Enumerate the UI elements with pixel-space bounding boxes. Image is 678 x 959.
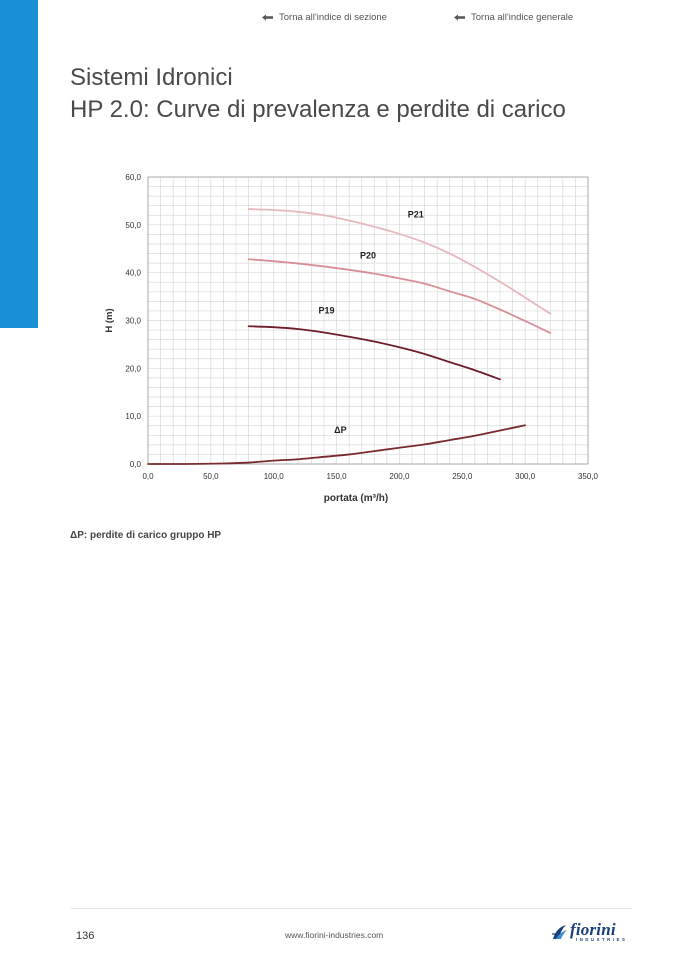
back-to-general-index-link[interactable]: Torna all'indice generale (454, 12, 573, 23)
x-tick-label: 150,0 (327, 472, 348, 481)
pump-curves-chart: 0,0 10,0 20,0 30,0 40,0 50,0 60,0 0,0 50,0 100,0 1… (95, 165, 615, 515)
series-label-p21: P21 (408, 210, 424, 220)
logo-mark-icon (552, 925, 567, 939)
x-axis-title: portata (m³/h) (324, 493, 388, 504)
x-tick-label: 100,0 (264, 472, 285, 481)
back-arrow-icon (262, 14, 273, 21)
y-tick-label: 10,0 (125, 412, 141, 421)
series-label-p19: P19 (319, 305, 335, 315)
back-arrow-icon (454, 14, 465, 21)
x-tick-label: 50,0 (203, 472, 219, 481)
website-link[interactable]: www.fiorini-industries.com (285, 930, 384, 940)
series-label-p20: P20 (360, 250, 376, 260)
y-tick-label: 40,0 (125, 269, 141, 278)
logo-subtext: INDUSTRIES (576, 937, 628, 942)
plot-frame (147, 176, 589, 465)
x-tick-label: 250,0 (452, 472, 473, 481)
series-line-p20 (247, 258, 552, 334)
back-to-general-index-label: Torna all'indice generale (471, 12, 574, 23)
fiorini-logo: fiorini INDUSTRIES (550, 920, 632, 946)
series-line-delta-p (147, 424, 527, 465)
y-tick-label: 50,0 (125, 221, 141, 230)
x-tick-label: 350,0 (578, 472, 599, 481)
y-tick-label: 20,0 (125, 364, 141, 373)
y-tick-label: 30,0 (125, 317, 141, 326)
logo-wordmark: fiorini (570, 920, 616, 939)
back-to-section-index-link[interactable]: Torna all'indice di sezione (262, 12, 387, 23)
series-line-p21 (247, 208, 552, 315)
series-line-p19 (247, 325, 501, 381)
chart-svg: 0,0 10,0 20,0 30,0 40,0 50,0 60,0 0,0 50,0 100,0 1… (104, 173, 599, 504)
page-title: Sistemi Idronici (70, 64, 233, 91)
y-axis-title: H (m) (104, 308, 115, 332)
page-subtitle: HP 2.0: Curve di prevalenza e perdite di… (70, 96, 566, 123)
back-to-section-index-label: Torna all'indice di sezione (279, 12, 387, 23)
top-navigation: Torna all'indice di sezione Torna all'in… (0, 12, 678, 28)
x-tick-label: 0,0 (142, 472, 154, 481)
x-tick-label: 200,0 (389, 472, 410, 481)
series-label-delta-p: ΔP (334, 425, 346, 435)
chart-note: ΔP: perdite di carico gruppo HP (70, 530, 222, 541)
side-accent-bar (0, 0, 38, 328)
y-tick-label: 60,0 (125, 173, 141, 182)
y-tick-label: 0,0 (130, 460, 142, 469)
footer-divider (70, 908, 632, 909)
page-number: 136 (76, 930, 95, 942)
x-tick-label: 300,0 (515, 472, 536, 481)
